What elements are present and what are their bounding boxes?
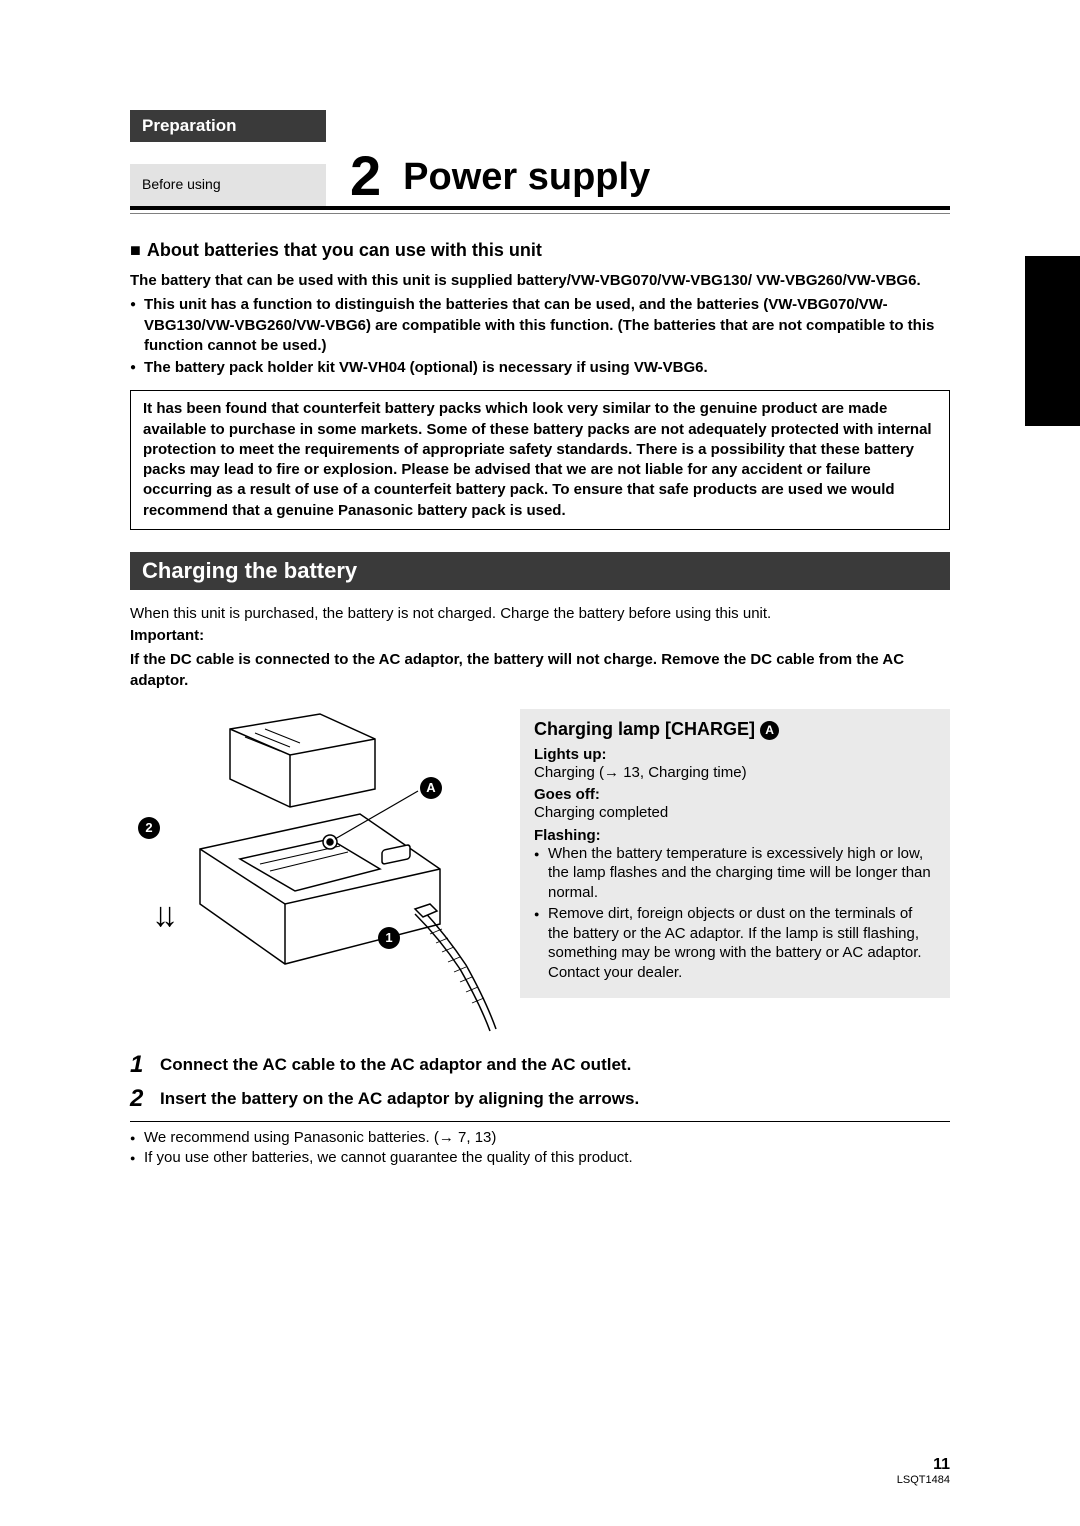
lamp-title-text: Charging lamp [CHARGE] [534,719,755,739]
note-2: If you use other batteries, we cannot gu… [130,1148,950,1168]
flashing-bullets: When the battery temperature is excessiv… [534,844,936,983]
chapter-number: 2 [350,148,381,204]
charger-illustration: A 1 2 ↓↓ [130,709,500,1039]
preparation-badge: Preparation [130,110,326,142]
about-bullet-2: The battery pack holder kit VW-VH04 (opt… [130,358,950,378]
battery-models-paragraph: The battery that can be used with this u… [130,271,950,291]
illustration-marker-a: A [420,777,442,799]
lamp-title: Charging lamp [CHARGE] A [534,719,936,740]
charging-intro: When this unit is purchased, the battery… [130,604,950,624]
page-footer: 11 LSQT1484 [897,1456,950,1486]
notes-list: We recommend using Panasonic batteries. … [130,1128,950,1169]
doc-code: LSQT1484 [897,1474,950,1486]
flashing-bullet-1: When the battery temperature is excessiv… [534,844,936,903]
about-bullet-1: This unit has a function to distinguish … [130,295,950,356]
step-1-number: 1 [130,1053,150,1077]
lamp-title-marker: A [760,721,779,740]
lights-up-label: Lights up: [534,746,936,763]
square-bullet-icon: ■ [130,240,141,260]
about-batteries-heading: ■ About batteries that you can use with t… [130,240,950,261]
about-bullets: This unit has a function to distinguish … [130,295,950,378]
charging-section-title: Charging the battery [130,552,950,590]
before-using-label: Before using [130,164,326,206]
down-arrows-icon: ↓↓ [152,904,178,928]
chapter-title: Power supply [403,156,650,199]
charger-svg [130,709,500,1039]
illustration-and-info-row: A 1 2 ↓↓ Charging lamp [CHARGE] A Lights… [130,709,950,1039]
step-1: 1 Connect the AC cable to the AC adaptor… [130,1053,950,1077]
title-row: Before using 2 Power supply [130,142,950,210]
counterfeit-warning-box: It has been found that counterfeit batte… [130,390,950,530]
chapter-header: Preparation Before using 2 Power supply [130,110,950,210]
page-number: 11 [897,1456,950,1474]
goes-off-label: Goes off: [534,786,936,803]
note-1: We recommend using Panasonic batteries. … [130,1128,950,1148]
illustration-marker-1: 1 [378,927,400,949]
notes-section: We recommend using Panasonic batteries. … [130,1121,950,1169]
goes-off-text: Charging completed [534,803,936,823]
important-label: Important: [130,626,950,646]
about-heading-text: About batteries that you can use with th… [147,240,542,260]
important-text: If the DC cable is connected to the AC a… [130,650,950,691]
flashing-bullet-2: Remove dirt, foreign objects or dust on … [534,904,936,982]
lights-up-text: Charging (→ 13, Charging time) [534,763,936,783]
step-2-text: Insert the battery on the AC adaptor by … [160,1087,639,1109]
charging-lamp-info-box: Charging lamp [CHARGE] A Lights up: Char… [520,709,950,999]
illustration-marker-2: 2 [138,817,160,839]
page-content: Preparation Before using 2 Power supply … [0,0,1080,1168]
step-2-number: 2 [130,1087,150,1111]
flashing-label: Flashing: [534,827,936,844]
step-2: 2 Insert the battery on the AC adaptor b… [130,1087,950,1111]
step-1-text: Connect the AC cable to the AC adaptor a… [160,1053,631,1075]
